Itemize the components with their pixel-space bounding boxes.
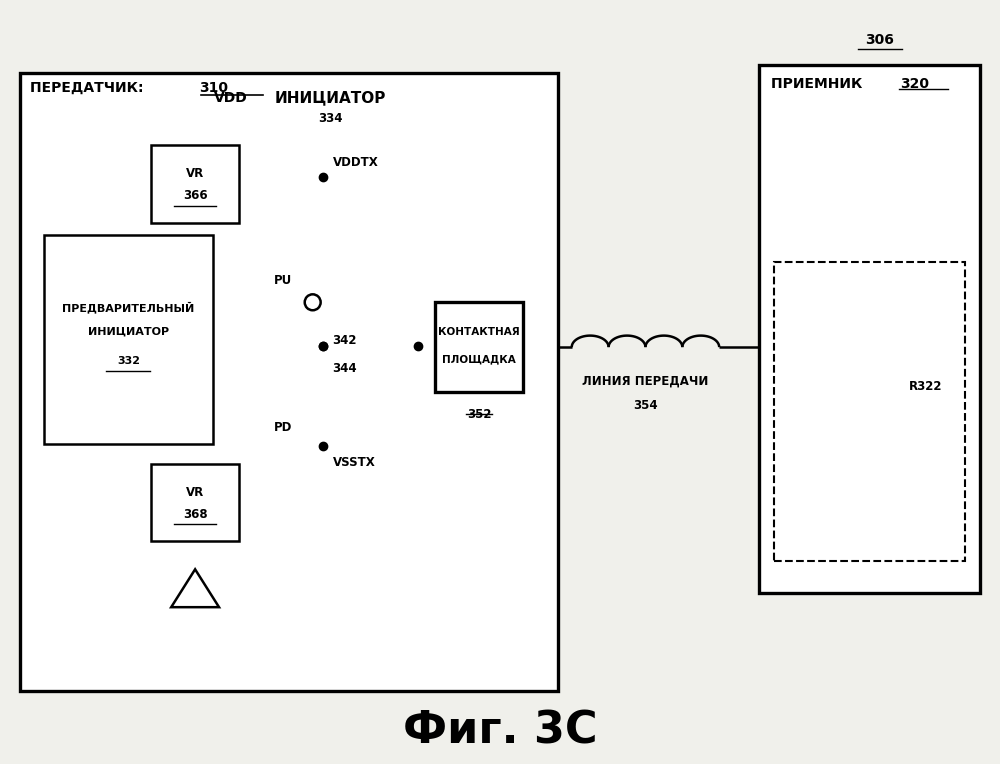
Text: PD: PD [274,421,292,434]
Text: ИНИЦИАТОР: ИНИЦИАТОР [88,326,169,336]
Text: R322: R322 [909,380,943,393]
Text: VSSTX: VSSTX [333,456,375,469]
Bar [435,303,523,392]
Text: 306: 306 [865,33,894,47]
Bar [151,464,239,542]
Text: 310: 310 [199,81,228,95]
Text: ЛИНИЯ ПЕРЕДАЧИ: ЛИНИЯ ПЕРЕДАЧИ [582,375,709,388]
Bar [44,235,213,444]
Text: Фиг. 3С: Фиг. 3С [403,709,597,753]
Text: КОНТАКТНАЯ: КОНТАКТНАЯ [438,327,520,337]
Bar [20,73,558,691]
Text: 366: 366 [183,189,207,202]
Text: VDDTX: VDDTX [333,156,378,169]
Text: VR: VR [186,486,204,499]
Text: 332: 332 [117,356,140,366]
Text: ПЕРЕДАТЧИК:: ПЕРЕДАТЧИК: [30,81,148,95]
Text: ПЛОЩАДКА: ПЛОЩАДКА [442,354,516,364]
Text: VR: VR [186,167,204,180]
Text: 368: 368 [183,508,207,521]
Bar [774,263,965,562]
Text: PU: PU [274,274,292,286]
Text: VDD: VDD [214,91,248,105]
Text: 354: 354 [633,399,658,412]
Bar [759,65,980,593]
Text: 334: 334 [318,112,343,125]
Text: ПРЕДВАРИТЕЛЬНЫЙ: ПРЕДВАРИТЕЛЬНЫЙ [62,302,194,313]
Text: 342: 342 [333,334,357,347]
Text: 344: 344 [333,361,357,374]
Text: ИНИЦИАТОР: ИНИЦИАТОР [275,90,386,105]
Text: ПРИЕМНИК: ПРИЕМНИК [771,77,867,91]
Text: 352: 352 [467,408,491,421]
Text: 320: 320 [901,77,930,91]
Bar [151,145,239,222]
